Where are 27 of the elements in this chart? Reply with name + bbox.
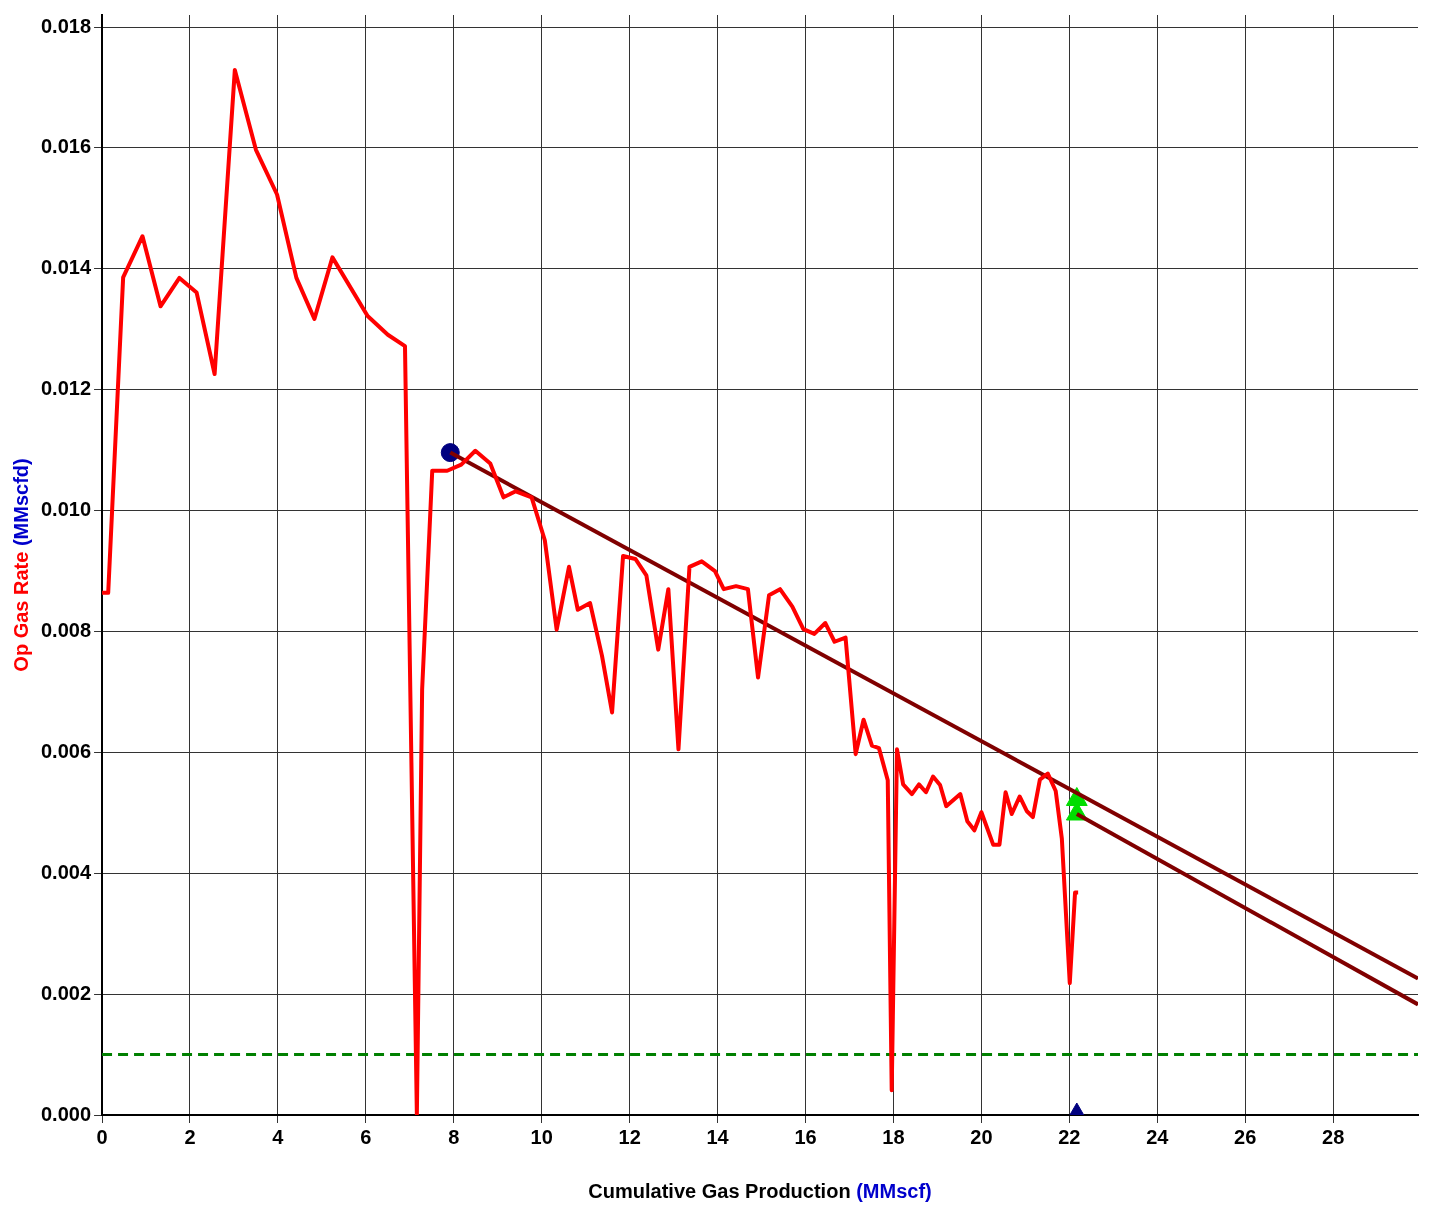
y-tick-label: 0.000	[40, 1102, 92, 1125]
x-tick-label: 22	[1058, 1125, 1081, 1148]
y-tick-label: 0.012	[40, 377, 92, 400]
y-tick-label: 0.002	[40, 981, 92, 1004]
y-axis-title: Op Gas Rate (MMscfd)	[9, 458, 32, 672]
y-tick-label: 0.004	[40, 860, 92, 883]
x-tick-label: 28	[1322, 1125, 1345, 1148]
x-tick-label: 2	[184, 1125, 196, 1148]
x-tick-label: 8	[448, 1125, 460, 1148]
x-tick-label: 6	[360, 1125, 372, 1148]
x-tick-label: 18	[882, 1125, 905, 1148]
x-tick-label: 10	[530, 1125, 553, 1148]
y-tick-label: 0.016	[40, 135, 92, 158]
x-tick-label: 12	[618, 1125, 641, 1148]
y-tick-label: 0.010	[40, 498, 92, 521]
x-tick-label: 4	[272, 1125, 285, 1148]
x-tick-label: 16	[794, 1125, 817, 1148]
x-axis-title: Cumulative Gas Production (MMscf)	[588, 1179, 932, 1202]
x-tick-label: 20	[970, 1125, 993, 1148]
y-tick-label: 0.006	[40, 739, 92, 762]
y-tick-label: 0.014	[40, 256, 92, 279]
x-tick-label: 26	[1234, 1125, 1257, 1148]
x-tick-label: 24	[1146, 1125, 1170, 1148]
x-tick-label: 0	[96, 1125, 108, 1148]
x-tick-label: 14	[706, 1125, 730, 1148]
y-tick-label: 0.008	[40, 619, 92, 641]
y-tick-label: 0.018	[40, 14, 92, 37]
